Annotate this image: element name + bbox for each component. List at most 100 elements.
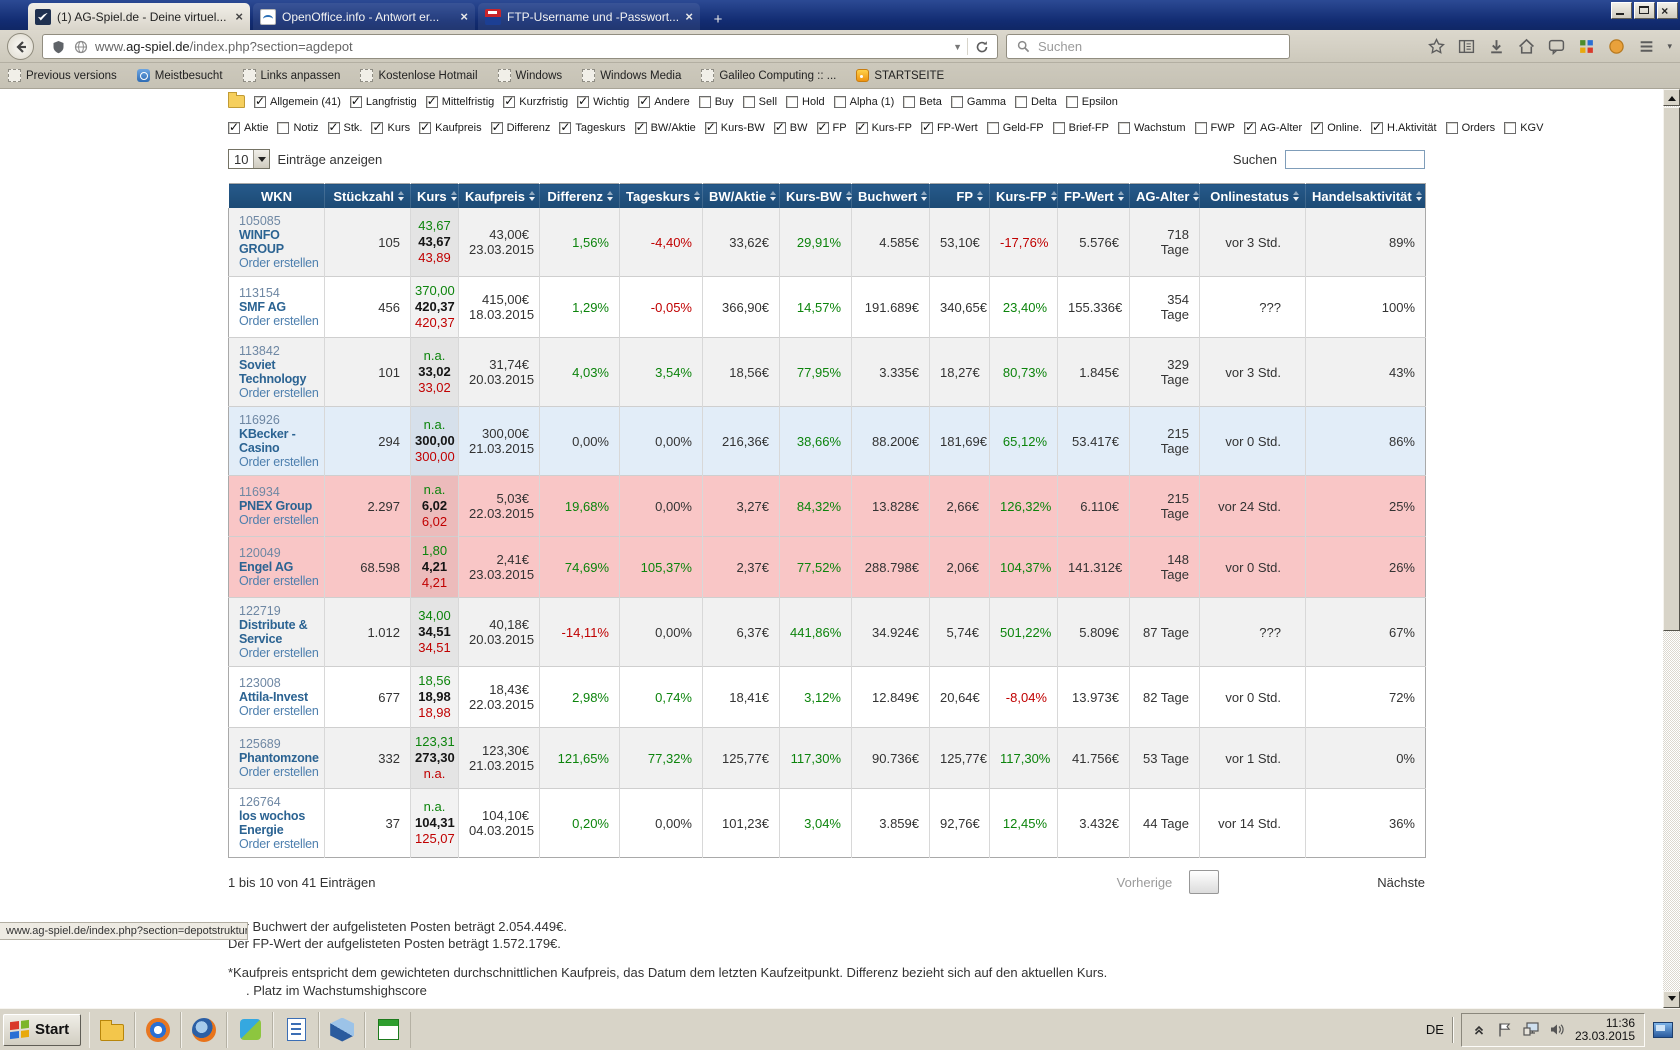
maximize-button[interactable] — [1634, 2, 1655, 19]
order-erstellen-link[interactable]: Order erstellen — [239, 574, 319, 588]
volume-icon[interactable] — [1549, 1021, 1566, 1038]
filter-checkbox[interactable]: Beta — [903, 95, 942, 108]
filter-checkbox[interactable]: Aktie — [228, 120, 268, 134]
network-icon[interactable] — [1523, 1021, 1540, 1038]
stock-name-link[interactable]: Soviet Technology — [239, 358, 307, 386]
filter-checkbox[interactable]: Alpha (1) — [833, 95, 894, 108]
page-button[interactable] — [1300, 870, 1330, 894]
bookmark-item[interactable]: STARTSEITE — [856, 69, 944, 82]
browser-tab[interactable]: OpenOffice.info - Antwort er... × — [253, 3, 475, 30]
column-header[interactable]: AG-Alter — [1129, 183, 1200, 208]
stock-name-link[interactable]: Engel AG — [239, 560, 294, 574]
tray-clock[interactable]: 11:36 23.03.2015 — [1575, 1016, 1635, 1043]
filter-checkbox[interactable]: Notiz — [277, 122, 319, 134]
filter-checkbox[interactable]: Differenz — [490, 120, 550, 134]
column-header[interactable]: Kurs-FP — [989, 183, 1058, 208]
url-text[interactable]: www.ag-spiel.de/index.php?section=agdepo… — [95, 39, 353, 54]
column-header[interactable]: Kurs-BW — [779, 183, 852, 208]
checkbox-box-icon[interactable] — [920, 120, 933, 134]
checkbox-box-icon[interactable] — [490, 120, 503, 134]
filter-checkbox[interactable]: Delta — [1015, 95, 1057, 108]
filter-checkbox[interactable]: FWP — [1194, 122, 1235, 134]
bookmark-item[interactable]: Kostenlose Hotmail — [360, 69, 478, 82]
column-header[interactable]: BW/Aktie — [702, 183, 780, 208]
filter-checkbox[interactable]: Geld-FP — [986, 122, 1044, 134]
tab-close-icon[interactable]: × — [685, 9, 693, 24]
close-button[interactable]: × — [1657, 2, 1678, 19]
checkbox-box-icon[interactable] — [903, 95, 916, 108]
stock-name-link[interactable]: KBecker - Casino — [239, 427, 296, 455]
page-size-select[interactable]: 10 — [228, 149, 271, 169]
checkbox-box-icon[interactable] — [950, 95, 963, 108]
filter-checkbox[interactable]: AG-Alter — [1244, 120, 1302, 134]
checkbox-box-icon[interactable] — [425, 94, 438, 108]
stock-name-link[interactable]: Phantomzone — [239, 751, 319, 765]
taskbar-app-button[interactable] — [227, 1011, 274, 1048]
stock-name-link[interactable]: Attila-Invest — [239, 690, 308, 704]
bookmark-item[interactable]: Meistbesucht — [136, 69, 223, 82]
taskbar-app-button[interactable] — [181, 1011, 228, 1048]
back-button[interactable] — [7, 33, 34, 60]
start-button[interactable]: Start — [3, 1013, 82, 1046]
checkbox-box-icon[interactable] — [1015, 95, 1028, 108]
stock-name-link[interactable]: Distribute & Service — [239, 618, 308, 646]
checkbox-box-icon[interactable] — [254, 94, 266, 108]
url-bar[interactable]: www.ag-spiel.de/index.php?section=agdepo… — [42, 34, 998, 59]
filter-checkbox[interactable]: Langfristig — [349, 94, 417, 108]
checkbox-box-icon[interactable] — [277, 122, 290, 134]
filter-checkbox[interactable]: Tageskurs — [559, 120, 626, 134]
folder-icon[interactable] — [228, 92, 245, 108]
new-tab-button[interactable]: + — [713, 10, 723, 28]
next-page-button[interactable]: Nächste — [1377, 874, 1425, 890]
page-button[interactable] — [1337, 870, 1367, 894]
stock-name-link[interactable]: los wochos Energie — [239, 809, 306, 837]
order-erstellen-link[interactable]: Order erstellen — [239, 314, 319, 328]
checkbox-box-icon[interactable] — [816, 120, 829, 134]
filter-checkbox[interactable]: Online. — [1311, 120, 1362, 134]
checkbox-box-icon[interactable] — [742, 95, 755, 108]
filter-checkbox[interactable]: Wichtig — [577, 94, 629, 108]
order-erstellen-link[interactable]: Order erstellen — [239, 765, 319, 779]
scroll-down-icon[interactable] — [1663, 991, 1680, 1008]
bookmark-star-icon[interactable] — [1427, 38, 1445, 56]
checkbox-box-icon[interactable] — [503, 94, 516, 108]
page-button[interactable] — [1263, 870, 1293, 894]
bookmarks-panel-icon[interactable] — [1457, 38, 1475, 56]
order-erstellen-link[interactable]: Order erstellen — [239, 704, 319, 718]
apps-grid-icon[interactable] — [1577, 38, 1595, 56]
tab-close-icon[interactable]: × — [460, 9, 468, 24]
filter-checkbox[interactable]: H.Aktivität — [1371, 120, 1437, 134]
feedback-bubble-icon[interactable] — [1547, 38, 1565, 56]
filter-checkbox[interactable]: Hold — [786, 95, 825, 108]
checkbox-box-icon[interactable] — [833, 95, 846, 108]
column-header[interactable]: FP — [929, 183, 990, 208]
tab-close-icon[interactable]: × — [235, 9, 243, 24]
filter-checkbox[interactable]: Allgemein (41) — [254, 94, 341, 108]
filter-checkbox[interactable]: Stk. — [327, 120, 362, 134]
column-header[interactable]: Onlinestatus — [1199, 183, 1306, 208]
scrollbar-thumb[interactable] — [1663, 107, 1680, 631]
browser-tab[interactable]: (1) AG-Spiel.de - Deine virtuel... × — [28, 3, 250, 30]
checkbox-box-icon[interactable] — [773, 120, 786, 134]
identity-shield-icon[interactable] — [49, 38, 67, 56]
filter-checkbox[interactable]: Sell — [742, 95, 777, 108]
checkbox-box-icon[interactable] — [419, 120, 432, 134]
select-arrow-icon[interactable] — [253, 150, 270, 168]
page-button[interactable] — [1189, 870, 1220, 894]
bookmark-item[interactable]: Windows — [497, 69, 562, 82]
checkbox-box-icon[interactable] — [698, 95, 711, 108]
page-button[interactable] — [1226, 870, 1256, 894]
checkbox-box-icon[interactable] — [1052, 122, 1065, 134]
filter-checkbox[interactable]: BW/Aktie — [634, 120, 696, 134]
bookmark-item[interactable]: Previous versions — [8, 69, 117, 82]
checkbox-box-icon[interactable] — [638, 94, 651, 108]
checkbox-box-icon[interactable] — [855, 120, 868, 134]
bookmark-item[interactable]: Windows Media — [582, 69, 681, 82]
column-header[interactable]: Kaufpreis — [458, 183, 540, 208]
search-bar[interactable]: Suchen — [1006, 34, 1290, 59]
action-center-flag-icon[interactable] — [1497, 1021, 1514, 1038]
checkbox-box-icon[interactable] — [1194, 122, 1207, 134]
show-desktop-icon[interactable] — [1653, 1021, 1673, 1038]
checkbox-box-icon[interactable] — [986, 122, 999, 134]
addon-badge-icon[interactable] — [1607, 38, 1625, 56]
